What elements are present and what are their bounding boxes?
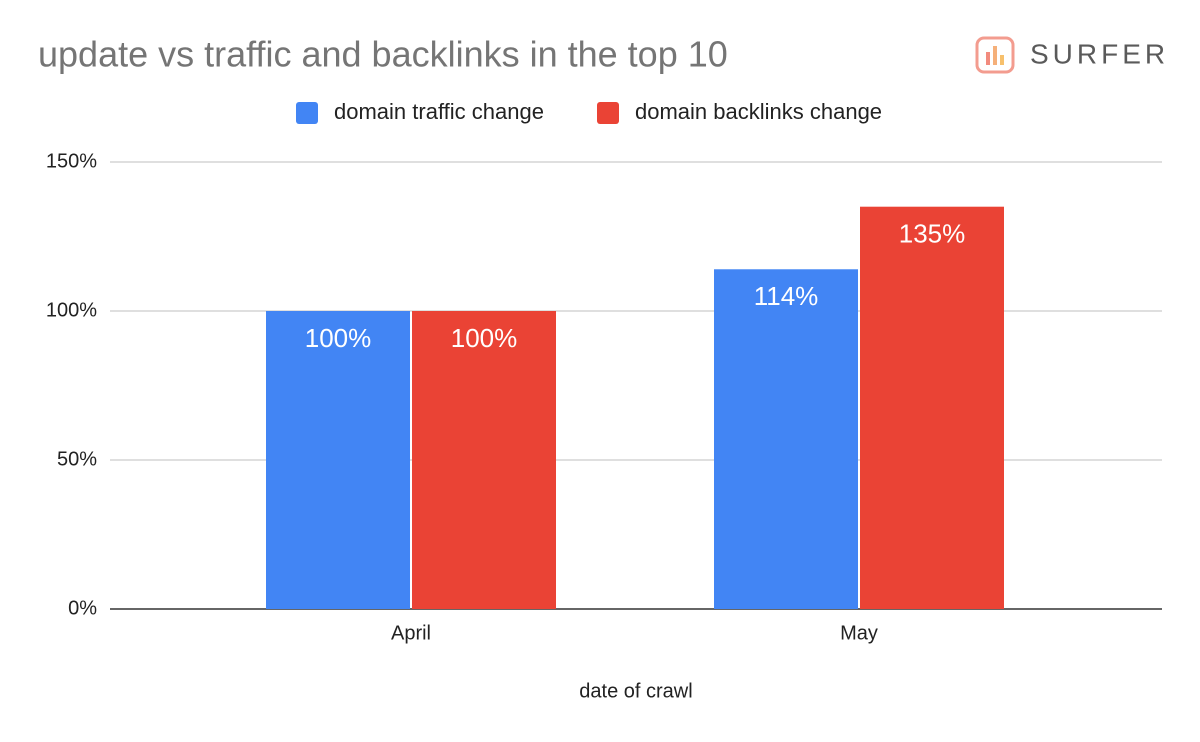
brand-logo-icon <box>975 36 1015 74</box>
data-label: 100% <box>451 323 518 353</box>
y-tick-label: 0% <box>68 597 97 619</box>
bar <box>412 311 556 609</box>
x-tick-label: April <box>391 622 431 644</box>
y-tick-label: 100% <box>46 299 97 321</box>
data-label: 114% <box>754 281 819 311</box>
x-axis-title: date of crawl <box>579 680 692 702</box>
y-tick-label: 150% <box>46 150 97 172</box>
legend-label: domain backlinks change <box>635 99 882 124</box>
y-tick-label: 50% <box>57 448 97 470</box>
legend-label: domain traffic change <box>334 99 544 124</box>
chart-title: update vs traffic and backlinks in the t… <box>38 34 728 75</box>
bar <box>714 269 858 609</box>
bar <box>266 311 410 609</box>
data-label: 100% <box>305 323 372 353</box>
legend-swatch <box>597 102 619 124</box>
brand-name: SURFER <box>1030 38 1169 69</box>
data-label: 135% <box>899 219 966 249</box>
x-tick-label: May <box>840 622 878 644</box>
bar <box>860 206 1004 609</box>
legend-swatch <box>296 102 318 124</box>
